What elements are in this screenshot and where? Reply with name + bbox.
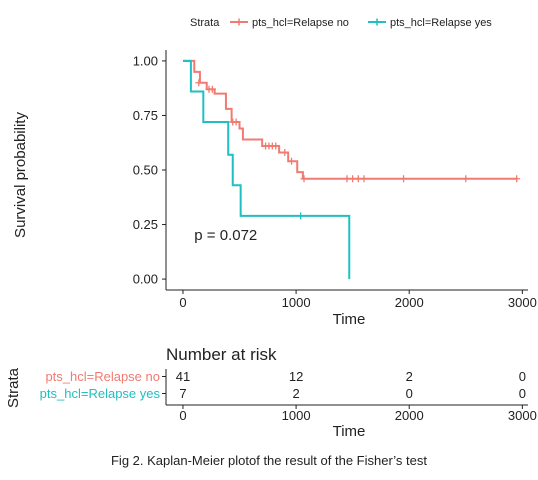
risk-x-tick-label: 3000 — [508, 408, 537, 423]
censor-mark — [462, 175, 470, 183]
legend-item: pts_hcl=Relapse yes — [368, 17, 492, 29]
censor-mark — [288, 157, 296, 165]
risk-count: 0 — [519, 369, 526, 384]
risk-count: 2 — [292, 386, 299, 401]
y-tick-label: 1.00 — [133, 53, 158, 68]
km-curve-relapse-yes — [182, 59, 351, 280]
risk-count: 12 — [289, 369, 303, 384]
legend-label: pts_hcl=Relapse yes — [390, 17, 492, 29]
legend: Strata pts_hcl=Relapse no pts_hcl=Relapse… — [190, 17, 492, 29]
censor-mark — [400, 175, 408, 183]
censor-mark — [272, 142, 280, 150]
x-tick-label: 3000 — [508, 295, 537, 310]
x-axis-label: Time — [333, 311, 366, 328]
censor-mark — [297, 212, 305, 220]
censor-mark — [513, 175, 521, 183]
risk-row-label: pts_hcl=Relapse no — [45, 369, 160, 384]
risk-count: 0 — [406, 386, 413, 401]
risk-table-title: Number at risk — [166, 345, 277, 364]
risk-table-y-label: Strata — [5, 367, 22, 408]
y-axis-label: Survival probability — [12, 112, 29, 238]
risk-x-tick-label: 0 — [179, 408, 186, 423]
censor-mark — [360, 175, 368, 183]
risk-row-label: pts_hcl=Relapse yes — [40, 386, 161, 401]
risk-x-tick-label: 1000 — [282, 408, 311, 423]
risk-row: pts_hcl=Relapse no 41 12 2 0 — [45, 369, 526, 384]
figure-caption: Fig 2. Kaplan-Meier plotof the result of… — [111, 453, 427, 468]
censor-mark — [208, 85, 216, 93]
risk-count: 7 — [179, 386, 186, 401]
x-tick-label: 1000 — [282, 295, 311, 310]
y-tick-label: 0.75 — [133, 108, 158, 123]
y-tick-label: 0.50 — [133, 163, 158, 178]
p-value-annotation: p = 0.072 — [194, 227, 257, 244]
risk-count: 41 — [176, 369, 190, 384]
legend-title: Strata — [190, 17, 220, 29]
censor-mark — [300, 175, 308, 183]
risk-count: 2 — [406, 369, 413, 384]
censor-mark — [281, 149, 289, 157]
x-tick-label: 2000 — [395, 295, 424, 310]
censor-mark — [232, 118, 240, 126]
risk-row: pts_hcl=Relapse yes 7 2 0 0 — [40, 386, 526, 401]
x-tick-label: 0 — [179, 295, 186, 310]
legend-item: pts_hcl=Relapse no — [230, 17, 349, 29]
risk-count: 0 — [519, 386, 526, 401]
y-tick-label: 0.25 — [133, 217, 158, 232]
risk-x-tick-label: 2000 — [395, 408, 424, 423]
risk-x-axis-label: Time — [333, 423, 366, 440]
risk-table: Number at risk Strata pts_hcl=Relapse no… — [5, 345, 537, 440]
y-tick-label: 0.00 — [133, 272, 158, 287]
km-plot: Survival probability 0.00 0.25 0.50 0.75 1.0… — [12, 50, 537, 328]
legend-label: pts_hcl=Relapse no — [252, 17, 349, 29]
censor-mark — [195, 79, 203, 87]
